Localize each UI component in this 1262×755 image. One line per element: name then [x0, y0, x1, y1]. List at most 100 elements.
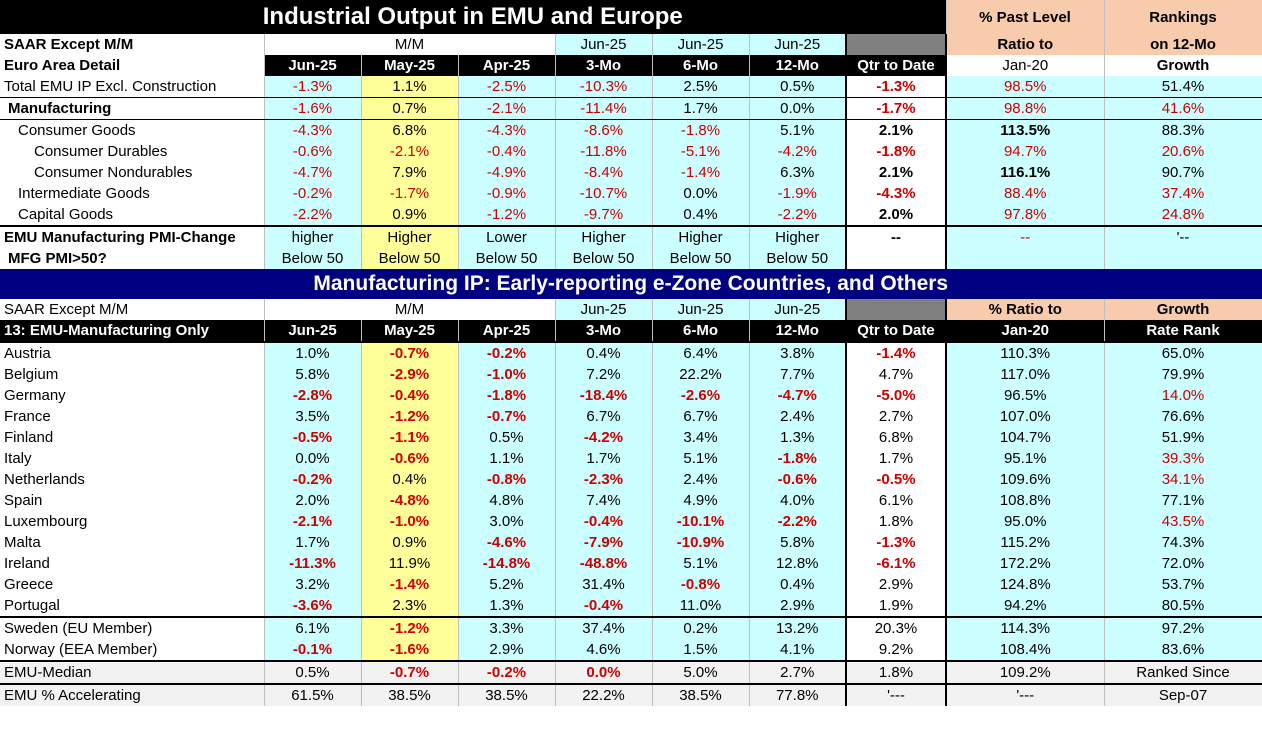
- row-label: Consumer Durables: [0, 141, 265, 162]
- cell: 2.4%: [652, 469, 750, 490]
- cell: 2.1%: [845, 162, 947, 183]
- cell: 43.5%: [1104, 511, 1262, 532]
- cell: -2.5%: [458, 76, 556, 98]
- cell: 20.6%: [1104, 141, 1262, 162]
- cell: 7.9%: [361, 162, 459, 183]
- summary-cell: 38.5%: [458, 683, 556, 706]
- cell: 6.8%: [845, 427, 947, 448]
- hdr-ratio-1: % Past Level: [946, 0, 1105, 34]
- cell: -11.4%: [555, 97, 653, 120]
- cell: -0.2%: [264, 469, 362, 490]
- cell: 6.7%: [555, 406, 653, 427]
- summary-cell: Ranked Since: [1104, 660, 1262, 684]
- country-label: Italy: [0, 448, 265, 469]
- row-label: Consumer Nondurables: [0, 162, 265, 183]
- cell: 113.5%: [946, 119, 1105, 141]
- cell: -2.6%: [652, 385, 750, 406]
- cell: 98.5%: [946, 76, 1105, 98]
- cell: 98.8%: [946, 97, 1105, 120]
- cell: 4.6%: [555, 639, 653, 661]
- cell: 31.4%: [555, 574, 653, 595]
- period-header: 12-Mo: [749, 55, 847, 76]
- country-label: Portugal: [0, 595, 265, 617]
- cell: 4.9%: [652, 490, 750, 511]
- cell: 80.5%: [1104, 595, 1262, 617]
- cell: -10.3%: [555, 76, 653, 98]
- country-label: Finland: [0, 427, 265, 448]
- cell: -7.9%: [555, 532, 653, 553]
- cell: 74.3%: [1104, 532, 1262, 553]
- country-label: Malta: [0, 532, 265, 553]
- country-label: Luxembourg: [0, 511, 265, 532]
- cell: 124.8%: [946, 574, 1105, 595]
- country-label: Sweden (EU Member): [0, 616, 265, 639]
- cell: -1.9%: [749, 183, 847, 204]
- jun25-12mo-2: Jun-25: [749, 299, 847, 320]
- cell: -10.7%: [555, 183, 653, 204]
- cell: 115.2%: [946, 532, 1105, 553]
- summary-cell: '---: [845, 683, 947, 706]
- period-header-2: Apr-25: [458, 320, 556, 342]
- cell: 0.4%: [555, 341, 653, 364]
- cell: 6.8%: [361, 119, 459, 141]
- cell: 5.1%: [652, 448, 750, 469]
- cell: 0.9%: [361, 204, 459, 226]
- cell: 4.1%: [749, 639, 847, 661]
- pmi50-cell: Below 50: [361, 248, 459, 269]
- cell: -1.4%: [652, 162, 750, 183]
- cell: 5.8%: [264, 364, 362, 385]
- summary-cell: 2.7%: [749, 660, 847, 684]
- cell: 2.0%: [264, 490, 362, 511]
- cell: -1.4%: [361, 574, 459, 595]
- cell: 6.3%: [749, 162, 847, 183]
- qtr-gray-cell-2: [845, 299, 947, 320]
- cell: -0.6%: [264, 141, 362, 162]
- cell: -4.9%: [458, 162, 556, 183]
- cell: 37.4%: [1104, 183, 1262, 204]
- cell: 1.3%: [749, 427, 847, 448]
- cell: 172.2%: [946, 553, 1105, 574]
- cell: -1.7%: [845, 97, 947, 120]
- row-label: Capital Goods: [0, 204, 265, 226]
- cell: -1.8%: [458, 385, 556, 406]
- cell: 7.4%: [555, 490, 653, 511]
- cell: 1.0%: [264, 341, 362, 364]
- cell: 90.7%: [1104, 162, 1262, 183]
- summary-cell: 0.5%: [264, 660, 362, 684]
- cell: -5.0%: [845, 385, 947, 406]
- cell: 2.9%: [749, 595, 847, 617]
- cell: -1.8%: [652, 119, 750, 141]
- period-header: Apr-25: [458, 55, 556, 76]
- cell: -0.4%: [555, 595, 653, 617]
- jun25-6mo-2: Jun-25: [652, 299, 750, 320]
- cell: 5.2%: [458, 574, 556, 595]
- cell: 6.7%: [652, 406, 750, 427]
- cell: 116.1%: [946, 162, 1105, 183]
- cell: 1.8%: [845, 511, 947, 532]
- country-label: Ireland: [0, 553, 265, 574]
- section-band-title: Manufacturing IP: Early-reporting e-Zone…: [0, 269, 1262, 299]
- hdr-rank-1: Rankings: [1104, 0, 1262, 34]
- cell: 2.7%: [845, 406, 947, 427]
- cell: -4.3%: [264, 119, 362, 141]
- hdr-rank-s2-2: Rate Rank: [1104, 320, 1262, 342]
- cell: -6.1%: [845, 553, 947, 574]
- cell: 0.0%: [749, 97, 847, 120]
- cell: 53.7%: [1104, 574, 1262, 595]
- country-label: Norway (EEA Member): [0, 639, 265, 661]
- cell: 1.1%: [458, 448, 556, 469]
- cell: 117.0%: [946, 364, 1105, 385]
- cell: -18.4%: [555, 385, 653, 406]
- cell: -5.1%: [652, 141, 750, 162]
- cell: 24.8%: [1104, 204, 1262, 226]
- cell: -2.1%: [458, 97, 556, 120]
- cell: 41.6%: [1104, 97, 1262, 120]
- country-label: Austria: [0, 341, 265, 364]
- cell: 1.7%: [555, 448, 653, 469]
- cell: 5.1%: [749, 119, 847, 141]
- cell: -1.0%: [361, 511, 459, 532]
- cell: 94.7%: [946, 141, 1105, 162]
- cell: 3.0%: [458, 511, 556, 532]
- cell: -1.2%: [361, 406, 459, 427]
- cell: 76.6%: [1104, 406, 1262, 427]
